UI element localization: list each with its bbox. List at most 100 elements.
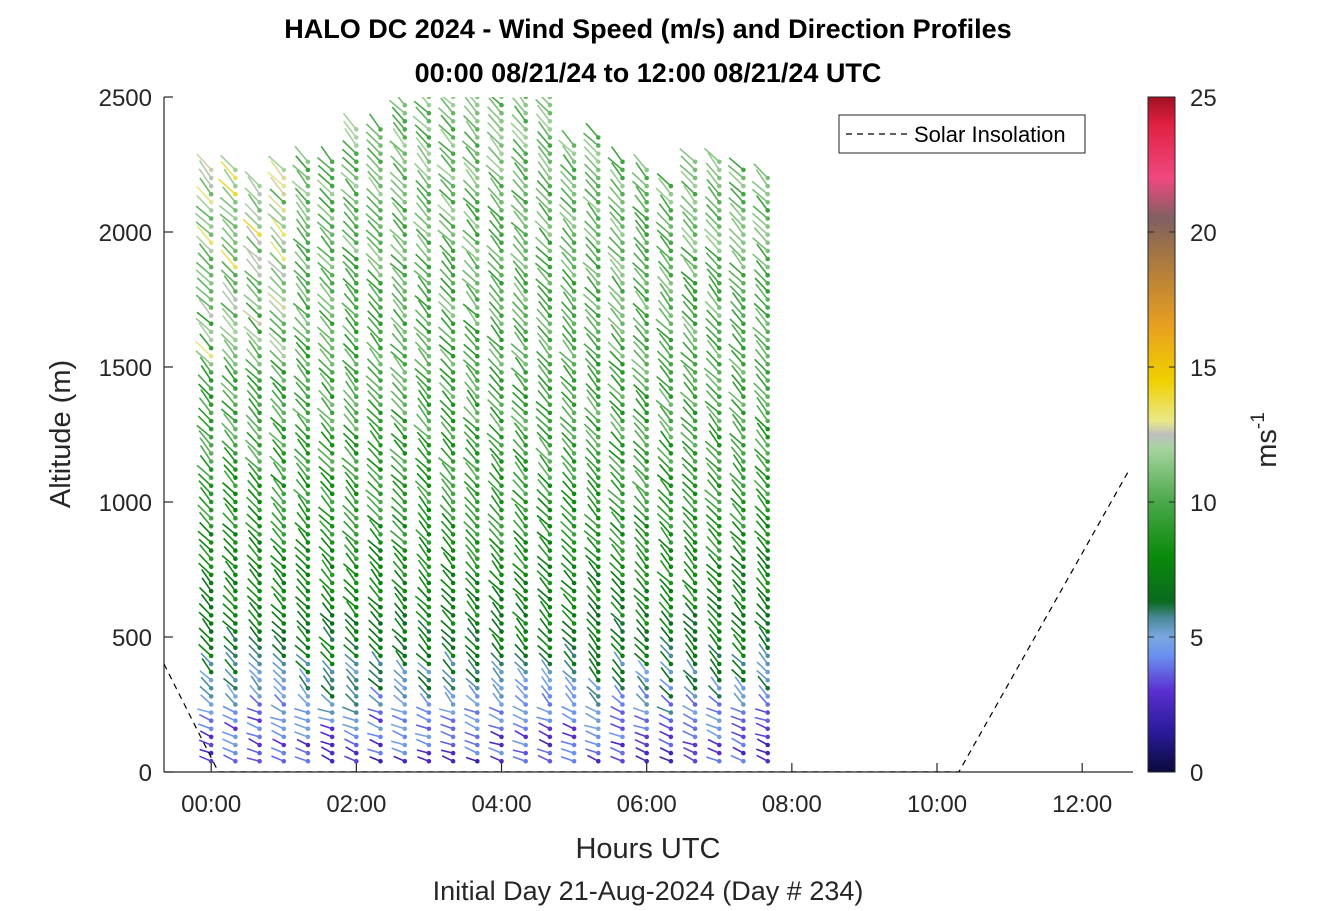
wind-barb [295, 554, 309, 568]
wind-barb [321, 559, 333, 576]
wind-barb-head [354, 191, 359, 197]
wind-barb-head [378, 637, 383, 642]
wind-barb [318, 276, 333, 292]
wind-barb-head [233, 378, 238, 383]
wind-barb [463, 210, 478, 228]
wind-barb-head [523, 289, 528, 294]
wind-barb-head [329, 540, 335, 545]
wind-barb-head [547, 645, 553, 651]
wind-barb-head [644, 370, 649, 375]
wind-barb-head [571, 248, 577, 254]
wind-barb-head [596, 588, 601, 594]
wind-barb-head [692, 353, 698, 359]
wind-barb-head [208, 726, 214, 732]
wind-barb [584, 308, 599, 325]
wind-barb [440, 628, 454, 641]
wind-barb-head [402, 694, 408, 699]
wind-barb [222, 488, 236, 503]
wind-barb [731, 612, 744, 625]
wind-barb [511, 301, 527, 317]
wind-barb-head [402, 467, 408, 472]
wind-barb-head [547, 119, 553, 124]
wind-barb [584, 188, 599, 203]
wind-barb-head [717, 159, 722, 165]
wind-barb-head [668, 588, 674, 594]
wind-barb [320, 235, 333, 252]
wind-barb-head [378, 305, 383, 310]
wind-barb-head [523, 191, 528, 197]
wind-barb [731, 520, 745, 535]
wind-barb [369, 528, 382, 543]
wind-barb [394, 592, 406, 608]
wind-barb-head [281, 613, 287, 618]
wind-barb-head [523, 653, 528, 659]
wind-barb [366, 196, 382, 211]
wind-barb [271, 628, 285, 641]
wind-barb-head [208, 345, 214, 351]
wind-barb [464, 713, 478, 722]
wind-barb-head [475, 524, 480, 529]
wind-barb-head [233, 191, 238, 197]
x-tick-label: 08:00 [762, 791, 822, 818]
chart-title-line1: HALO DC 2024 - Wind Speed (m/s) and Dire… [284, 14, 1011, 44]
wind-barb-head [765, 637, 770, 642]
wind-barb-head [426, 370, 432, 375]
wind-barb-head [208, 175, 214, 181]
wind-barb [439, 367, 454, 382]
wind-barb [558, 351, 575, 365]
wind-barb-head [741, 434, 746, 440]
wind-barb [536, 716, 551, 722]
wind-barb-head [547, 686, 553, 691]
wind-barb [491, 585, 503, 600]
wind-barb-head [644, 686, 649, 691]
wind-barb [754, 358, 769, 373]
wind-barb [488, 423, 503, 438]
wind-barb-head [741, 240, 746, 246]
wind-barb [390, 179, 406, 195]
wind-barb-head [426, 418, 432, 424]
wind-barb [438, 708, 454, 714]
wind-barb [610, 178, 624, 195]
wind-barb-head [305, 329, 311, 335]
wind-barb-head [741, 710, 746, 715]
wind-barb [656, 706, 672, 714]
wind-barb [273, 635, 285, 649]
wind-barb-head [450, 289, 456, 294]
wind-barb [464, 536, 478, 552]
wind-barb-head [354, 305, 359, 310]
wind-barb [341, 464, 357, 479]
wind-barb-head [402, 362, 408, 367]
wind-barb-head [620, 386, 625, 391]
wind-barb-head [596, 434, 601, 440]
wind-barb-head [741, 718, 746, 723]
wind-barb [489, 177, 503, 195]
wind-barb-head [596, 702, 601, 707]
wind-barb [196, 185, 212, 203]
wind-barb [244, 170, 261, 187]
wind-barb-head [208, 637, 214, 642]
wind-barb [753, 163, 769, 179]
wind-barb [534, 262, 551, 276]
wind-barb-head [402, 451, 408, 456]
wind-barb-head [305, 515, 311, 521]
wind-barb-head [378, 329, 383, 335]
wind-barb [489, 570, 503, 584]
wind-barb [269, 188, 285, 203]
wind-barb [730, 627, 744, 641]
wind-barb [535, 196, 551, 211]
wind-barb-head [741, 572, 746, 578]
wind-barb-head [692, 272, 698, 278]
wind-barb [610, 266, 624, 284]
wind-barb-head [547, 750, 553, 756]
wind-barb-head [233, 426, 238, 432]
wind-barb [583, 530, 599, 544]
wind-barb-head [668, 297, 674, 302]
wind-barb-head [426, 426, 432, 432]
wind-barb-head [378, 467, 383, 472]
wind-barb [246, 431, 261, 446]
wind-barb [414, 480, 430, 495]
wind-barb [584, 357, 599, 373]
wind-barb-head [257, 475, 262, 481]
wind-barb-head [692, 475, 698, 481]
wind-barb-head [354, 394, 359, 400]
